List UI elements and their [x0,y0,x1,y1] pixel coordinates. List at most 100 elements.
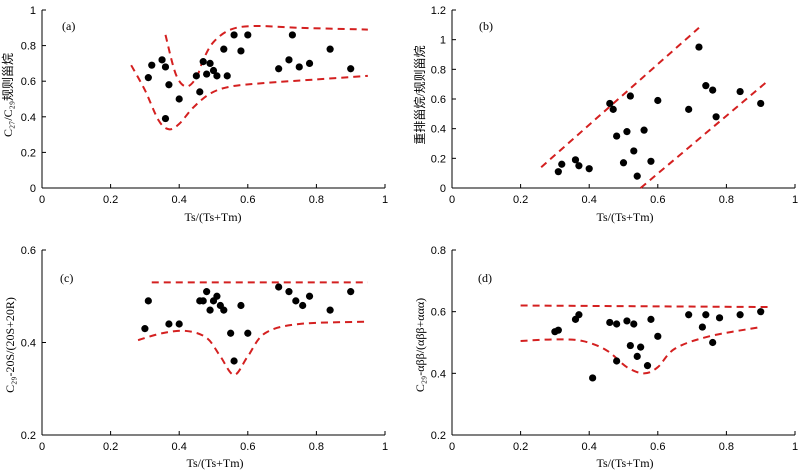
data-point-a [199,58,207,66]
data-point-d [709,338,717,347]
data-point-c [292,297,300,305]
panel-label-b: (b) [479,19,493,33]
data-point-b [654,96,662,105]
data-point-b [685,105,693,113]
data-point-b [554,168,562,176]
data-point-a [237,47,245,55]
data-point-a [213,72,221,80]
panel-label-d: (d) [478,271,492,285]
x-tick-label-d: 0 [449,441,455,453]
data-point-c [230,357,238,365]
y-tick-label-a: 1 [30,5,36,17]
y-tick-label-b: 0.6 [431,94,446,106]
data-point-b [619,159,628,167]
x-tick-label-b: 0.4 [582,194,597,206]
panel-d: 0 0.2 0.4 0.6 0.8 10.20.40.60.8 (d) Ts/(Ts+Tm… [413,245,798,470]
data-point-b [709,86,717,94]
y-tick-label-a: 0 [30,183,36,195]
data-point-a [161,63,170,71]
data-point-b [575,162,583,170]
data-point-d [736,311,744,319]
x-tick-label-c: 0 [39,441,45,453]
x-tick-label-b: 0.6 [650,194,665,206]
plot-area-b: 0 0.2 0.4 0.6 0.8 1 0 0.2 0.4 0.6 0.8 1 1.2 [431,5,798,206]
x-tick-label-d: 0.6 [650,441,665,453]
data-point-a [223,72,231,80]
data-point-b [623,128,631,136]
y-axis-title-c: C₂₉-20S/(20S+20R) [3,297,17,393]
x-tick-label-a: 0.2 [103,194,118,206]
data-point-a [158,56,166,64]
data-point-a [203,70,211,78]
data-point-c [285,288,293,296]
x-tick-label-a: 0.4 [172,194,187,206]
data-point-d [606,318,614,327]
y-tick-label-b: 0.2 [431,153,446,165]
x-tick-label-d: 1 [792,441,798,453]
data-point-d [633,352,641,360]
x-tick-label-d: 0.2 [513,441,528,453]
x-tick-label-a: 0.8 [309,194,324,206]
x-tick-label-c: 0.2 [103,441,118,453]
y-tick-label-d: 0.8 [431,245,446,257]
panel-a: 0 0.2 0.4 0.6 0.8 1 0 0.2 0.4 0.6 0.8 1 (a) Ts/(Ts+… [0,5,388,224]
data-point-a [192,72,200,80]
data-point-c [213,292,221,300]
x-tick-label-d: 0.4 [582,441,597,453]
x-tick-label-a: 1 [382,194,388,206]
x-axis-title-b: Ts/(Ts+Tm) [596,210,653,224]
data-point-c [237,301,245,310]
y-tick-label-b: 1 [440,35,446,47]
data-point-d [554,326,562,334]
y-tick-label-a: 0.2 [21,147,36,159]
data-point-d [589,374,597,382]
y-axis-title-b: 重排甾烷/规则甾烷 [412,45,427,144]
data-point-a [175,95,183,103]
data-point-c [299,301,307,310]
data-point-a [148,61,156,69]
envelope-curve-c-2 [137,320,368,376]
y-tick-label-b: 0.4 [431,124,446,136]
y-tick-label-a: 0.4 [21,112,36,124]
data-point-c [203,288,211,296]
data-point-a [196,88,204,96]
y-tick-label-b: 1.2 [431,5,446,17]
data-point-a [295,63,303,71]
data-point-b [609,105,617,113]
data-point-c [220,306,228,314]
plot-area-c: 0 0.2 0.4 0.6 0.8 10.20.40.6 [21,245,388,453]
data-point-b [613,132,621,140]
envelope-curve-a-1 [130,64,368,131]
y-tick-label-d: 0.4 [431,368,446,380]
data-point-c [244,329,252,337]
x-tick-label-d: 0.8 [719,441,734,453]
data-point-a [220,45,228,53]
data-point-c [326,306,334,314]
data-point-c [144,297,152,305]
y-tick-label-a: 0.6 [21,76,36,88]
x-tick-label-c: 1 [382,441,388,453]
data-point-a [347,65,355,73]
x-axis-title-a: Ts/(Ts+Tm) [184,210,241,224]
data-point-b [640,126,648,134]
panel-label-c: (c) [60,271,73,285]
x-tick-label-b: 0 [449,194,455,206]
data-point-c [175,320,183,328]
data-point-b [647,157,655,165]
x-tick-label-c: 0.6 [240,441,255,453]
data-point-a [285,56,293,64]
y-tick-label-b: 0 [440,183,446,195]
data-point-a [244,31,252,39]
data-point-d [702,311,710,319]
data-point-b [712,113,720,121]
data-point-a [230,31,238,39]
y-tick-label-b: 0.8 [431,64,446,76]
panel-c: 0 0.2 0.4 0.6 0.8 10.20.40.6 (c) Ts/(Ts+Tm) C… [3,245,388,470]
data-point-b [626,92,634,100]
data-point-d [757,308,765,316]
data-point-a [326,45,334,53]
data-point-b [757,99,765,108]
x-axis-title-d: Ts/(Ts+Tm) [596,456,653,470]
data-point-d [613,320,621,328]
